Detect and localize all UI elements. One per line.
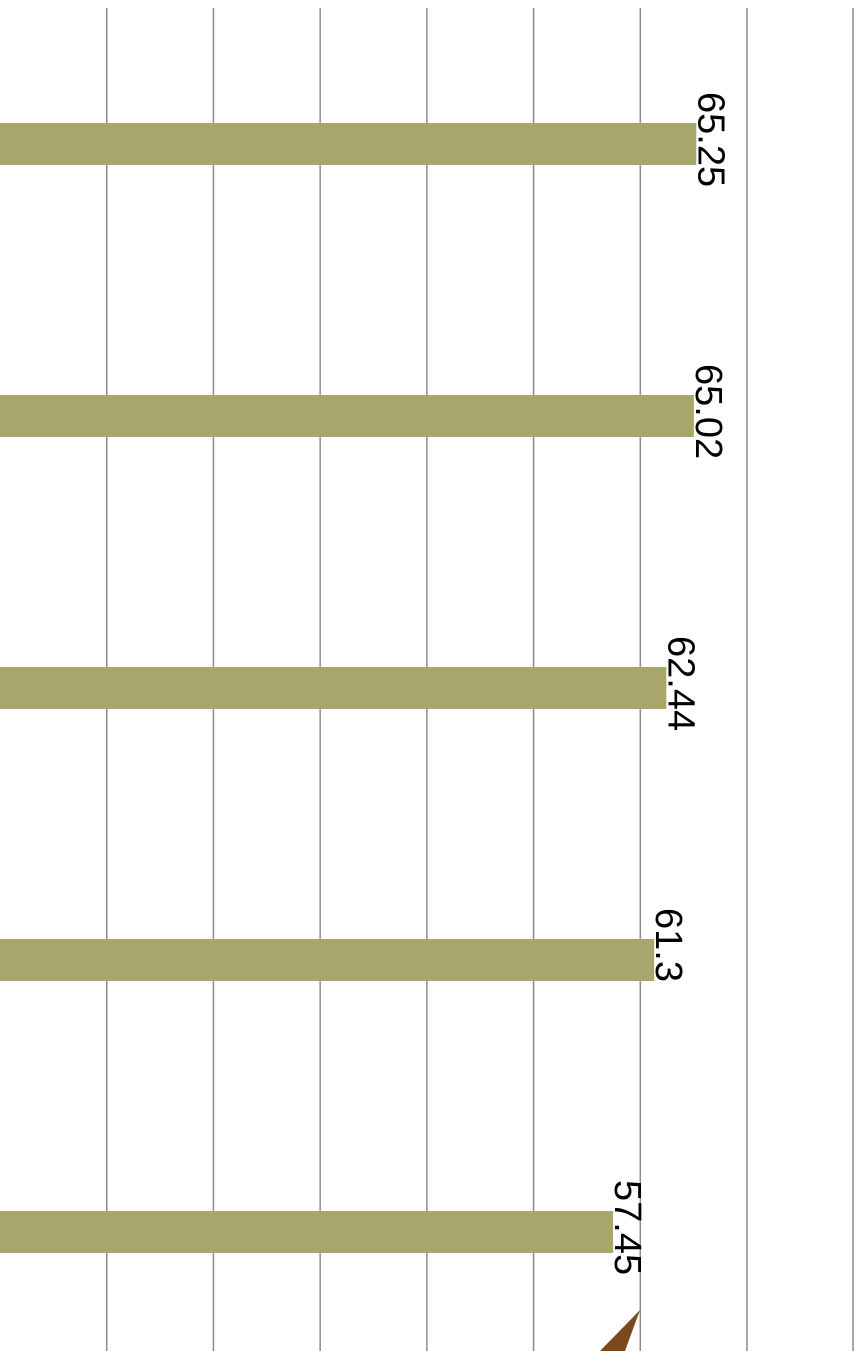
- bar: [0, 395, 694, 437]
- bar: [0, 667, 667, 709]
- data-label: 62.44: [659, 636, 701, 731]
- data-label: 57.45: [606, 1180, 648, 1275]
- bar: [0, 939, 655, 981]
- bars: [0, 123, 697, 1253]
- data-label: 65.25: [689, 92, 731, 187]
- bar: [0, 123, 697, 165]
- data-label: 61.3: [647, 908, 689, 982]
- data-label: 65.02: [687, 364, 729, 459]
- decorative-wedge: [600, 1310, 640, 1351]
- data-labels: 65.25 65.02 62.44 61.3 57.45: [606, 92, 731, 1275]
- bar: [0, 1211, 614, 1253]
